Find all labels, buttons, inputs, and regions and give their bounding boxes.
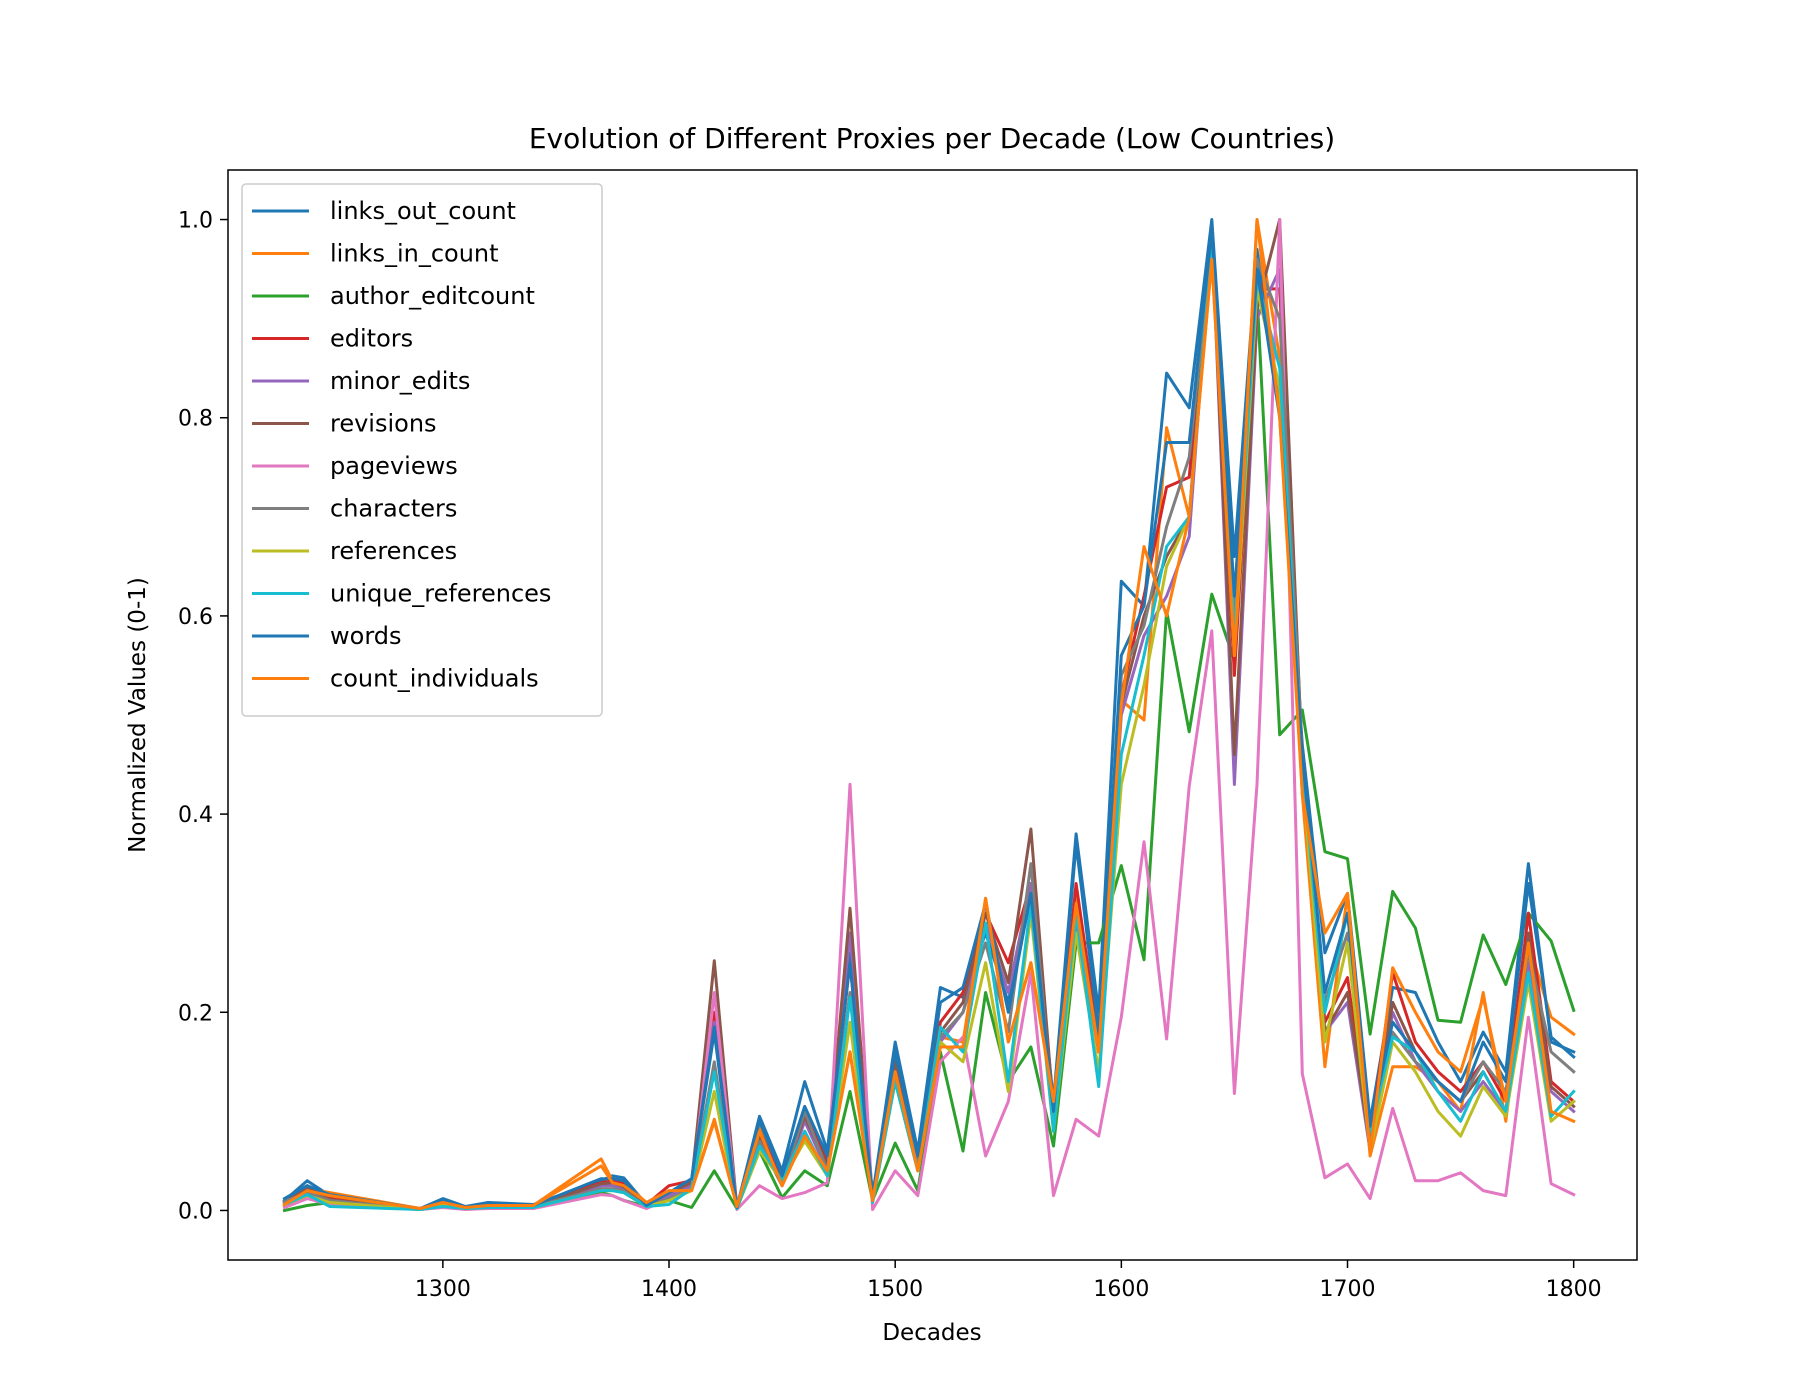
legend-label-editors: editors <box>330 325 413 353</box>
y-axis: 0.0 0.2 0.4 0.6 0.8 1.0 <box>178 209 228 1224</box>
legend-label-count-individuals: count_individuals <box>330 665 539 693</box>
x-tick-label: 1400 <box>641 1277 697 1302</box>
y-axis-label: Normalized Values (0-1) <box>125 577 151 853</box>
legend-label-links-in-count: links_in_count <box>330 240 499 268</box>
series-line-count-individuals <box>282 218 1576 1210</box>
y-tick-label: 0.0 <box>178 1199 213 1224</box>
y-tick-label: 0.2 <box>178 1001 213 1026</box>
legend-box <box>241 183 603 717</box>
legend-label-minor-edits: minor_edits <box>330 367 470 395</box>
plot-frame <box>227 169 1638 1261</box>
legend-label-links-out-count: links_out_count <box>330 197 516 225</box>
legend-label-references: references <box>330 537 457 565</box>
y-tick-label: 0.8 <box>178 407 213 432</box>
y-tick-label: 0.4 <box>178 803 213 828</box>
x-tick-label: 1700 <box>1320 1277 1376 1302</box>
x-tick-label: 1800 <box>1546 1277 1602 1302</box>
legend: links_out_count links_in_count author_edit… <box>241 183 603 717</box>
legend-label-characters: characters <box>330 495 457 523</box>
x-axis-label: Decades <box>882 1320 981 1346</box>
legend-label-unique-references: unique_references <box>330 580 551 608</box>
y-tick-label: 0.6 <box>178 605 213 630</box>
legend-label-words: words <box>330 622 402 650</box>
legend-label-revisions: revisions <box>330 410 437 438</box>
x-axis: 1300 1400 1500 1600 1700 1800 <box>415 1260 1602 1302</box>
legend-label-author-editcount: author_editcount <box>330 282 535 310</box>
legend-label-pageviews: pageviews <box>330 452 458 480</box>
x-tick-label: 1300 <box>415 1277 471 1302</box>
x-tick-label: 1500 <box>867 1277 923 1302</box>
y-tick-label: 1.0 <box>178 209 213 234</box>
x-tick-label: 1600 <box>1093 1277 1149 1302</box>
series-line-pageviews <box>282 218 1576 1211</box>
series-layer <box>282 218 1576 1213</box>
chart-title: Evolution of Different Proxies per Decad… <box>529 122 1335 155</box>
